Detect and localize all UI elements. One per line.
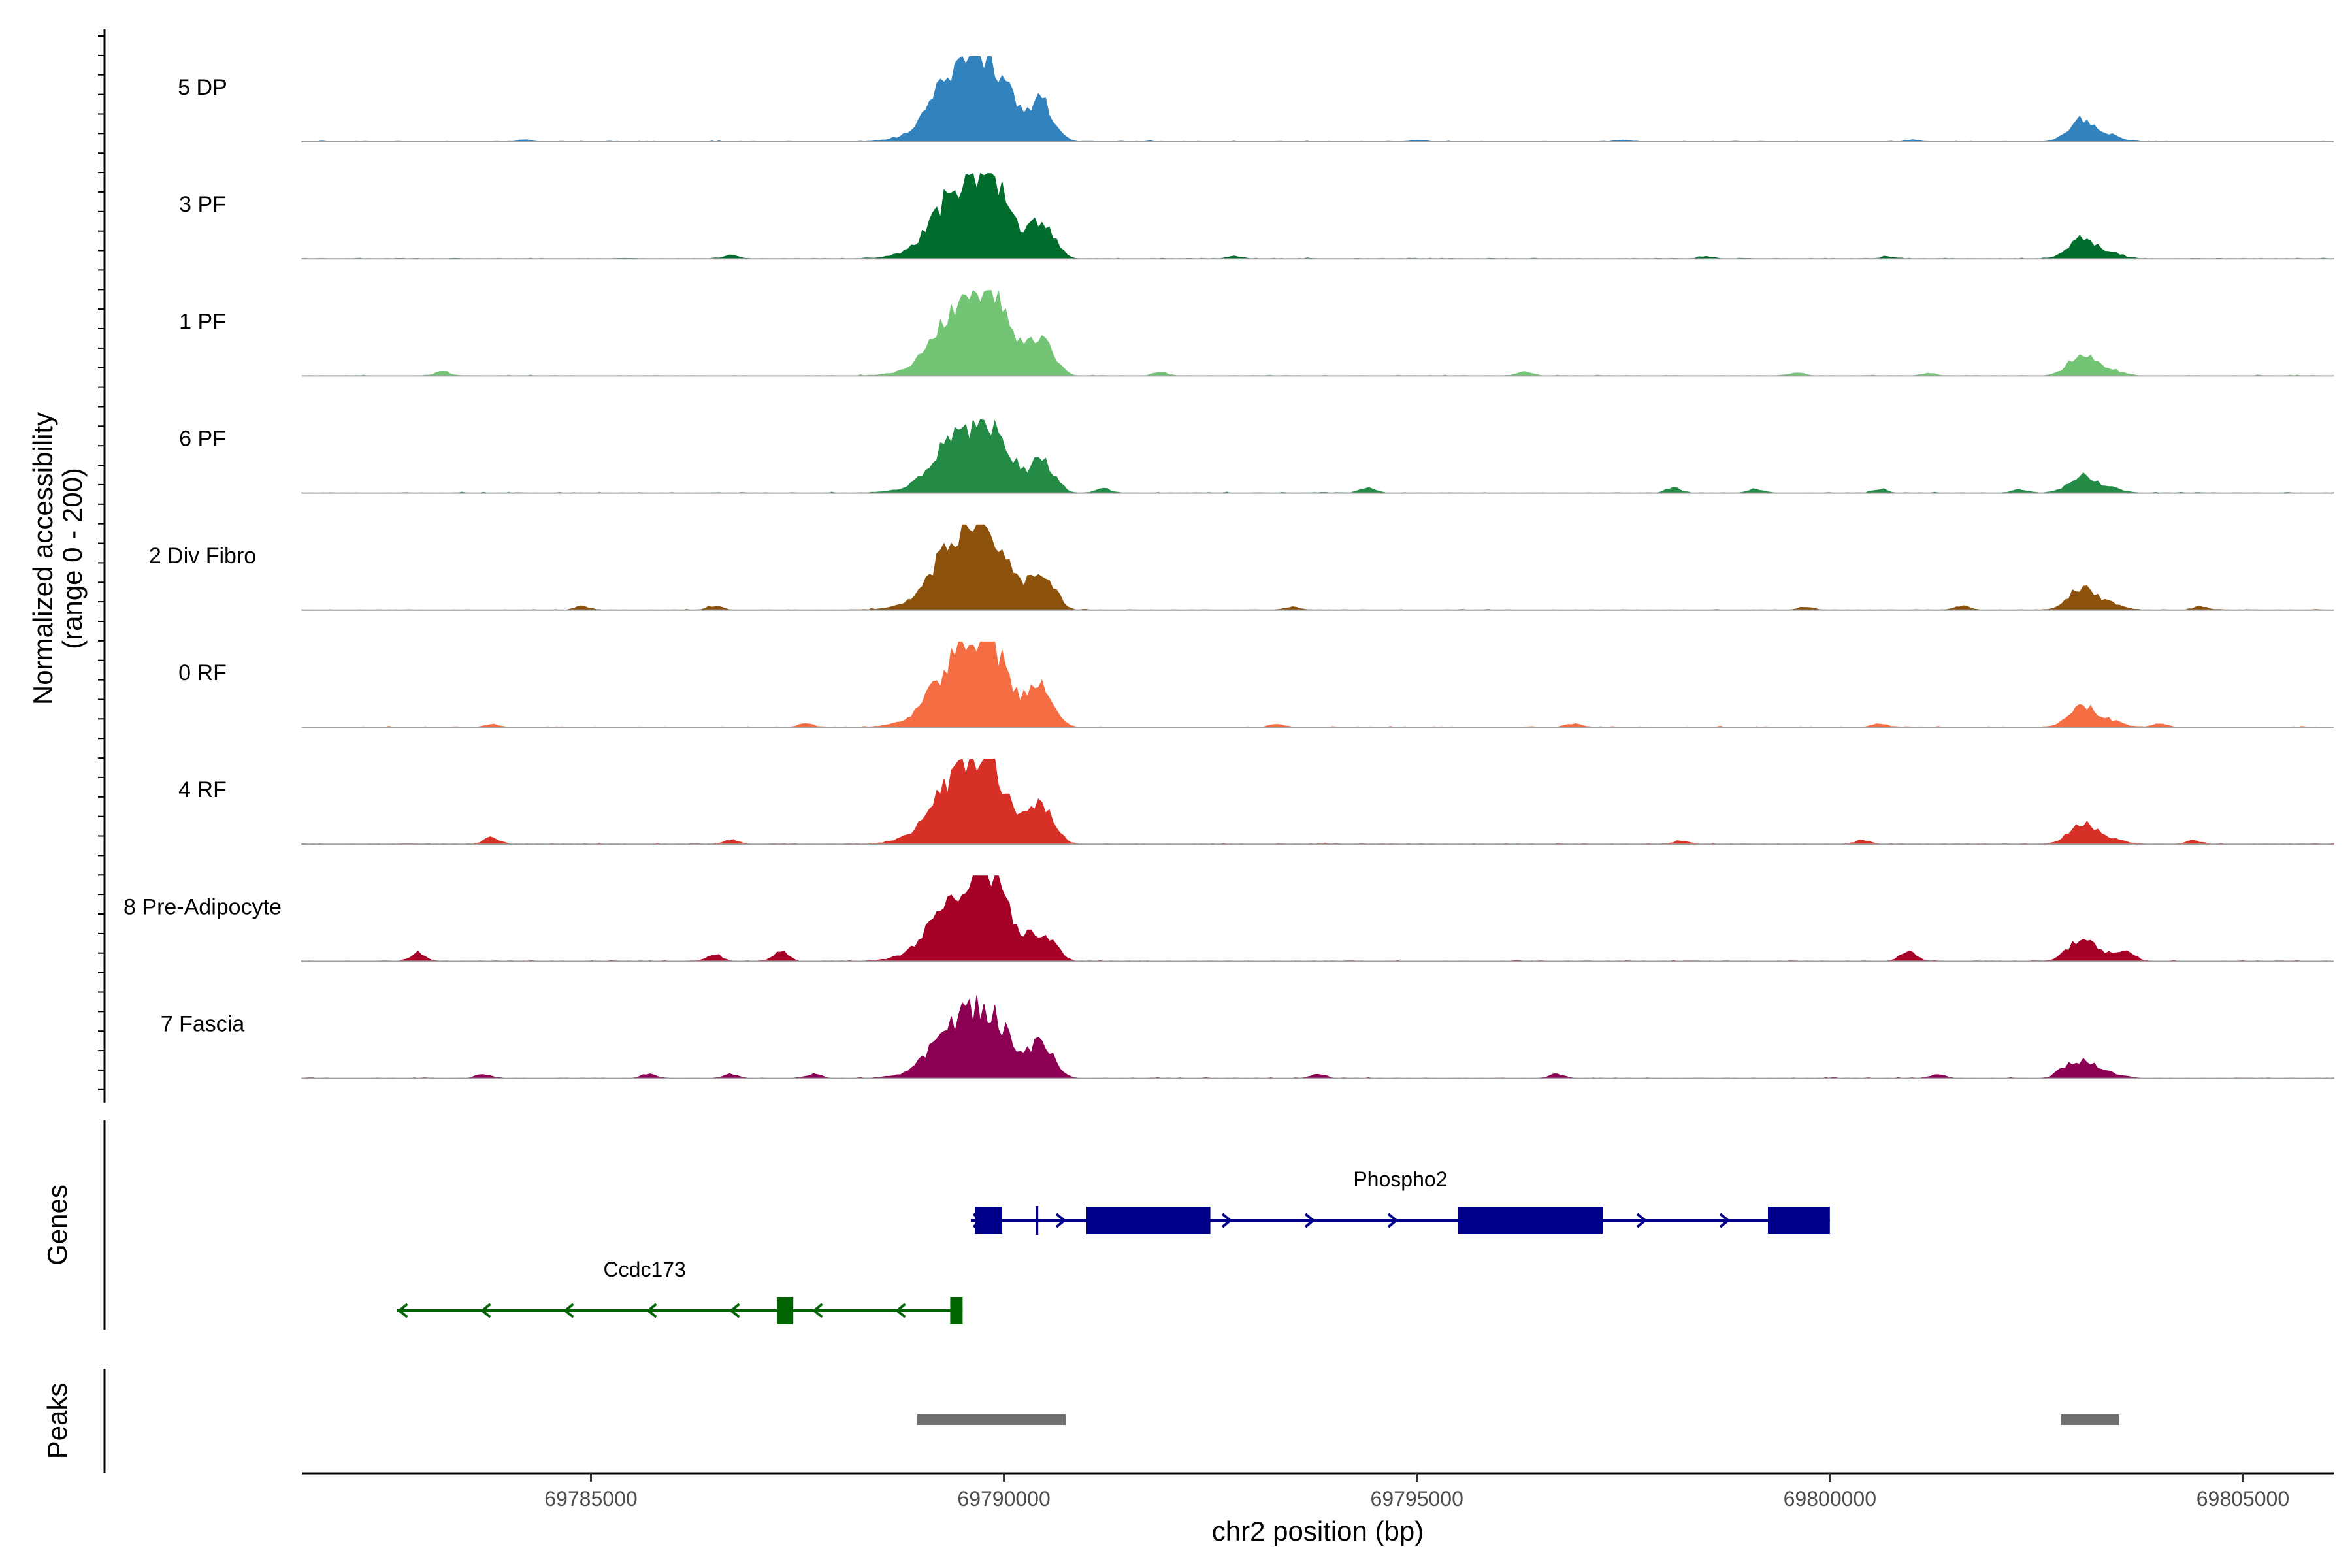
strand-chevron — [1636, 1213, 1648, 1228]
track-label: 3 PF — [179, 192, 226, 217]
gene-phospho2: Phospho2 — [971, 1168, 1830, 1234]
gene-exon — [1458, 1207, 1603, 1234]
track-8-pre-adipocyte: 8 Pre-Adipocyte — [123, 875, 2334, 962]
coverage-tracks: 5 DP 3 PF 1 PF 6 PF 2 Div Fibro 0 RF 4 RF 8 Pre… — [123, 56, 2334, 1079]
track-4-rf: 4 RF — [178, 758, 2334, 845]
y-axis-range-label: (range 0 - 200) — [57, 468, 88, 649]
gene-exon — [1086, 1207, 1211, 1234]
peak-region — [917, 1414, 1066, 1425]
coverage-area — [301, 56, 2334, 142]
coverage-area — [301, 419, 2334, 494]
strand-chevron — [895, 1303, 906, 1318]
strand-chevron — [563, 1303, 574, 1318]
coverage-area — [301, 172, 2334, 259]
gene-name-label: Phospho2 — [1353, 1168, 1447, 1191]
x-axis-ticks: 69785000 69790000 69795000 69800000 69805000 — [544, 1473, 2289, 1511]
x-tick-label: 69805000 — [2197, 1487, 2289, 1511]
peak-regions — [917, 1414, 2119, 1425]
y-axis-title: Normalized accessibility — [27, 412, 58, 705]
track-label: 8 Pre-Adipocyte — [123, 894, 282, 919]
x-axis-title: chr2 position (bp) — [1212, 1516, 1424, 1546]
strand-chevron — [1304, 1213, 1316, 1228]
x-tick-label: 69785000 — [544, 1487, 637, 1511]
gene-annotations: Phospho2 Ccdc173 — [397, 1168, 1830, 1324]
track-label: 0 RF — [178, 661, 227, 685]
strand-chevron — [646, 1303, 657, 1318]
coverage-area — [301, 290, 2334, 376]
track-1-pf: 1 PF — [179, 290, 2334, 377]
strand-chevron — [1719, 1213, 1731, 1228]
gene-ccdc173: Ccdc173 — [397, 1258, 963, 1324]
gene-exon — [975, 1207, 1002, 1234]
gene-exon — [950, 1297, 963, 1324]
peaks-row-label: Peaks — [42, 1383, 73, 1460]
track-6-pf: 6 PF — [179, 419, 2334, 494]
coverage-area — [301, 995, 2334, 1079]
strand-chevron — [1055, 1213, 1067, 1228]
track-label: 4 RF — [178, 777, 227, 802]
gene-exon — [1768, 1207, 1830, 1234]
track-label: 6 PF — [179, 427, 226, 451]
coverage-area — [301, 641, 2334, 728]
coverage-area — [301, 524, 2334, 611]
track-7-fascia: 7 Fascia — [161, 995, 2334, 1079]
track-label: 5 DP — [178, 75, 227, 100]
gene-name-label: Ccdc173 — [604, 1258, 686, 1281]
x-tick-label: 69790000 — [957, 1487, 1050, 1511]
track-5-dp: 5 DP — [178, 56, 2334, 142]
coverage-area — [301, 875, 2334, 962]
strand-chevron — [1221, 1213, 1233, 1228]
x-tick-label: 69800000 — [1784, 1487, 1876, 1511]
coverage-y-axis — [98, 29, 106, 1103]
track-2-div-fibro: 2 Div Fibro — [149, 524, 2334, 611]
track-label: 7 Fascia — [161, 1012, 245, 1037]
peak-region — [2061, 1414, 2119, 1425]
strand-chevron — [1387, 1213, 1399, 1228]
strand-chevron — [729, 1303, 740, 1318]
strand-chevron — [480, 1303, 491, 1318]
genes-row-label: Genes — [42, 1184, 73, 1266]
strand-chevron — [397, 1303, 408, 1318]
track-label: 2 Div Fibro — [149, 544, 256, 568]
track-label: 1 PF — [179, 309, 226, 334]
x-tick-label: 69795000 — [1371, 1487, 1463, 1511]
coverage-area — [301, 758, 2334, 845]
strand-chevron — [812, 1303, 823, 1318]
gene-exon — [776, 1297, 794, 1324]
track-3-pf: 3 PF — [179, 172, 2334, 260]
track-0-rf: 0 RF — [178, 641, 2334, 728]
